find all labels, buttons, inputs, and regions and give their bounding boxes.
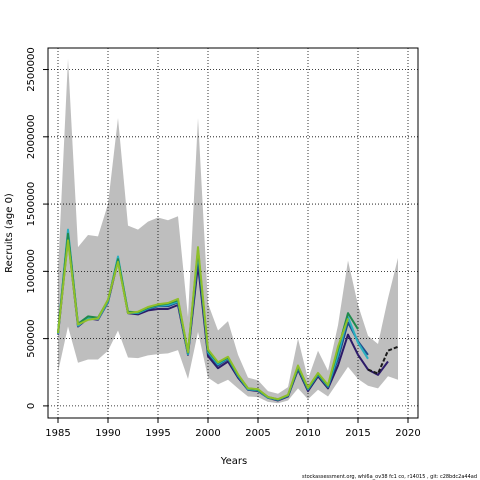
y-axis-title: Recruits (age 0): [4, 193, 15, 273]
footnote: stockassessment.org, whi6a_ov38 fc1 co, …: [302, 474, 477, 480]
x-tick-label: 2015: [345, 428, 370, 439]
y-tick-label: 1000000: [26, 249, 37, 294]
x-tick-label: 2010: [295, 428, 320, 439]
x-tick-label: 2000: [195, 428, 220, 439]
y-tick-label: 500000: [26, 320, 37, 358]
x-tick-label: 1995: [145, 428, 170, 439]
y-tick-label: 2000000: [26, 115, 37, 160]
y-tick-label: 2500000: [26, 47, 37, 92]
plot-frame: [47, 47, 419, 419]
plot-layer: 1985 1990 1995 2000 2005 2010 2015 2020 0 500000 1…: [26, 47, 421, 439]
x-tick-label: 1985: [45, 428, 70, 439]
x-tick-label: 2005: [245, 428, 270, 439]
confidence-band: [58, 58, 398, 404]
y-tick-label: 0: [26, 403, 37, 409]
series-line-5: [57, 239, 349, 401]
y-tick-label: 1500000: [26, 182, 37, 227]
x-tick-label: 1990: [95, 428, 120, 439]
x-tick-label: 2020: [395, 428, 420, 439]
x-axis-title: Years: [220, 456, 247, 467]
